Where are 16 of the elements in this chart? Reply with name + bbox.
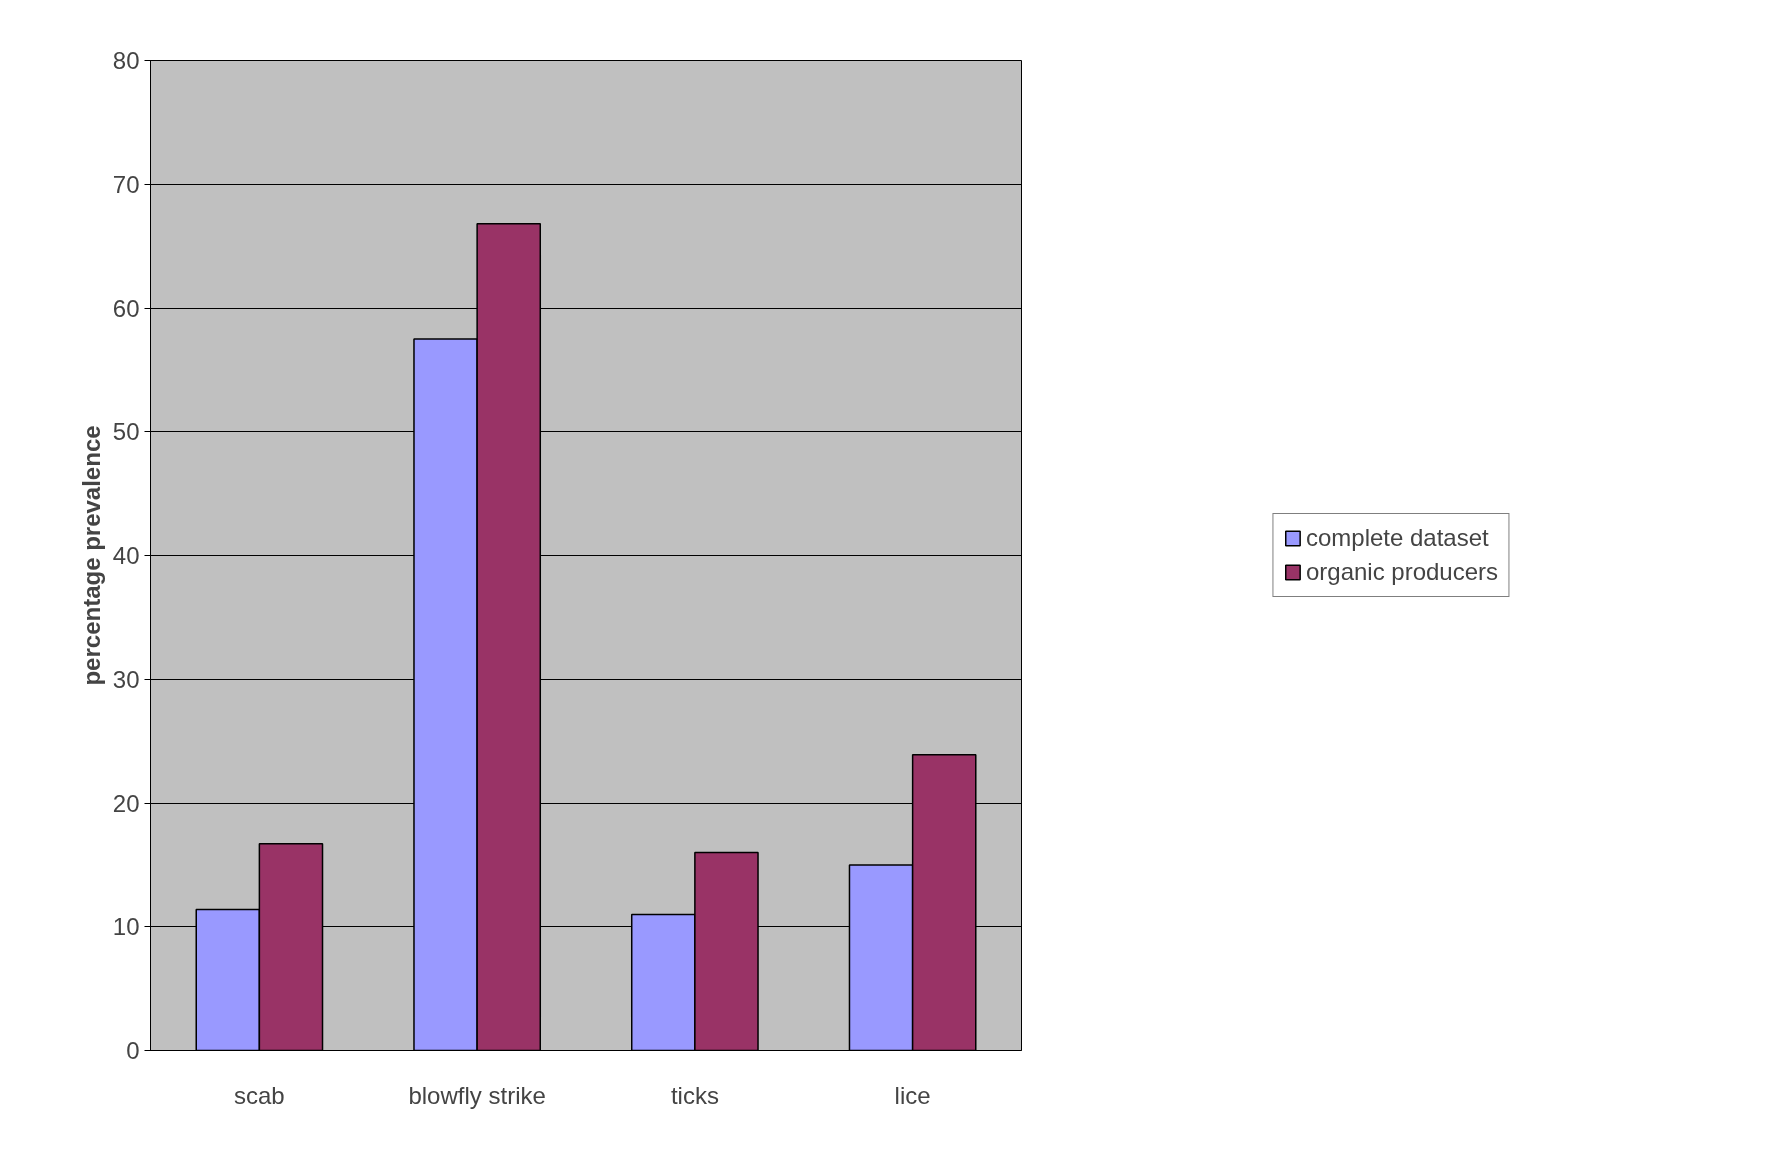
y-tick-label: 20	[112, 789, 140, 817]
y-axis-title: percentage prevalence	[77, 425, 105, 686]
x-tick-label: blowfly strike	[408, 1081, 546, 1109]
y-tick-label: 10	[112, 913, 140, 941]
x-tick-label: lice	[894, 1081, 931, 1109]
y-tick-label: 0	[126, 1037, 140, 1064]
legend-label: complete dataset	[1305, 524, 1489, 552]
y-tick-label: 60	[112, 294, 140, 322]
y-tick-label: 50	[112, 418, 140, 446]
y-tick-label: 80	[112, 47, 140, 74]
y-tick-label: 30	[112, 665, 140, 693]
x-tick-label: ticks	[670, 1081, 719, 1109]
legend-label: organic producers	[1305, 558, 1499, 586]
y-tick-label: 40	[112, 542, 140, 569]
x-tick-label: scab	[234, 1081, 285, 1109]
y-tick-label: 70	[112, 170, 140, 198]
